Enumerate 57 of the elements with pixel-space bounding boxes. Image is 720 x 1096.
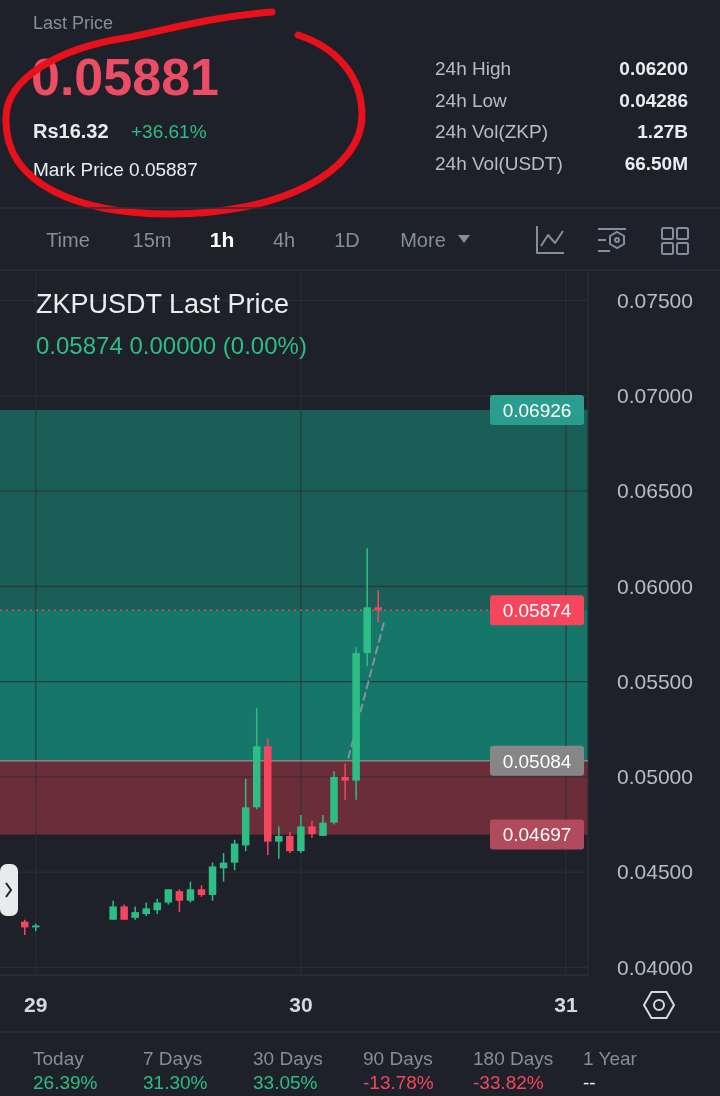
text: Mark Price 0.05887	[33, 159, 198, 180]
text: 1.27B	[637, 121, 688, 143]
candlestick	[275, 825, 283, 860]
text: Time	[46, 229, 90, 251]
text: 0.04286	[619, 89, 688, 111]
text: 24h Low	[435, 89, 508, 111]
candlestick	[319, 814, 327, 837]
ref-line-label: 0.05874	[502, 600, 572, 621]
candlestick	[341, 762, 349, 801]
category-label: 1 Year	[583, 1048, 638, 1069]
y-tick-label: 0.07000	[617, 384, 693, 408]
text: 24h High	[435, 58, 512, 79]
band-label: 0.06926	[502, 399, 572, 421]
text: 26.39%	[33, 1072, 98, 1093]
category-label: Today	[33, 1048, 85, 1069]
text: Rs16.32	[33, 120, 109, 142]
text: 24h Vol(ZKP)	[435, 121, 548, 143]
text: --	[583, 1072, 596, 1093]
x-tick-label: 31	[554, 993, 578, 1016]
text: ZKPUSDT Last Price	[36, 289, 290, 319]
candlestick	[175, 888, 184, 913]
category-label: 90 Days	[363, 1048, 433, 1069]
text: 31.30%	[143, 1072, 208, 1093]
text: 33.05%	[253, 1072, 318, 1093]
text: More	[400, 229, 446, 251]
y-tick-label: 0.06000	[617, 574, 693, 598]
category-label: 180 Days	[473, 1048, 554, 1069]
text: 0.05874 0.00000 (0.00%)	[36, 332, 307, 359]
ref-line-label: 0.05084	[502, 750, 572, 772]
band-label: 0.04697	[502, 824, 572, 846]
candlestick	[32, 922, 40, 932]
text: -13.78%	[363, 1072, 434, 1093]
y-tick-label: 0.05500	[617, 669, 693, 693]
text: 4h	[272, 229, 296, 251]
x-tick-label: 30	[289, 993, 313, 1016]
text: 1D	[334, 229, 360, 251]
y-tick-label: 0.04000	[617, 955, 693, 979]
text: 24h Vol(USDT)	[435, 153, 563, 175]
candlestick	[109, 899, 117, 921]
text: 15m	[132, 229, 172, 251]
candlestick	[286, 831, 294, 854]
candlestick	[186, 880, 195, 904]
y-tick-label: 0.07500	[617, 288, 693, 312]
text: Last Price	[33, 13, 114, 33]
text: +36.61%	[131, 121, 207, 142]
x-tick-label: 29	[24, 993, 48, 1016]
category-label: 7 Days	[143, 1048, 203, 1069]
y-tick-label: 0.05000	[617, 765, 693, 789]
candlestick	[230, 838, 239, 871]
category-label: 30 Days	[253, 1048, 323, 1069]
text: -33.82%	[473, 1072, 544, 1093]
text: 66.50M	[624, 153, 688, 175]
y-tick-label: 0.06500	[617, 479, 693, 503]
text: 1h	[209, 228, 235, 251]
text: 0.05881	[31, 48, 219, 106]
text: 0.06200	[619, 58, 688, 79]
y-tick-label: 0.04500	[617, 860, 693, 884]
